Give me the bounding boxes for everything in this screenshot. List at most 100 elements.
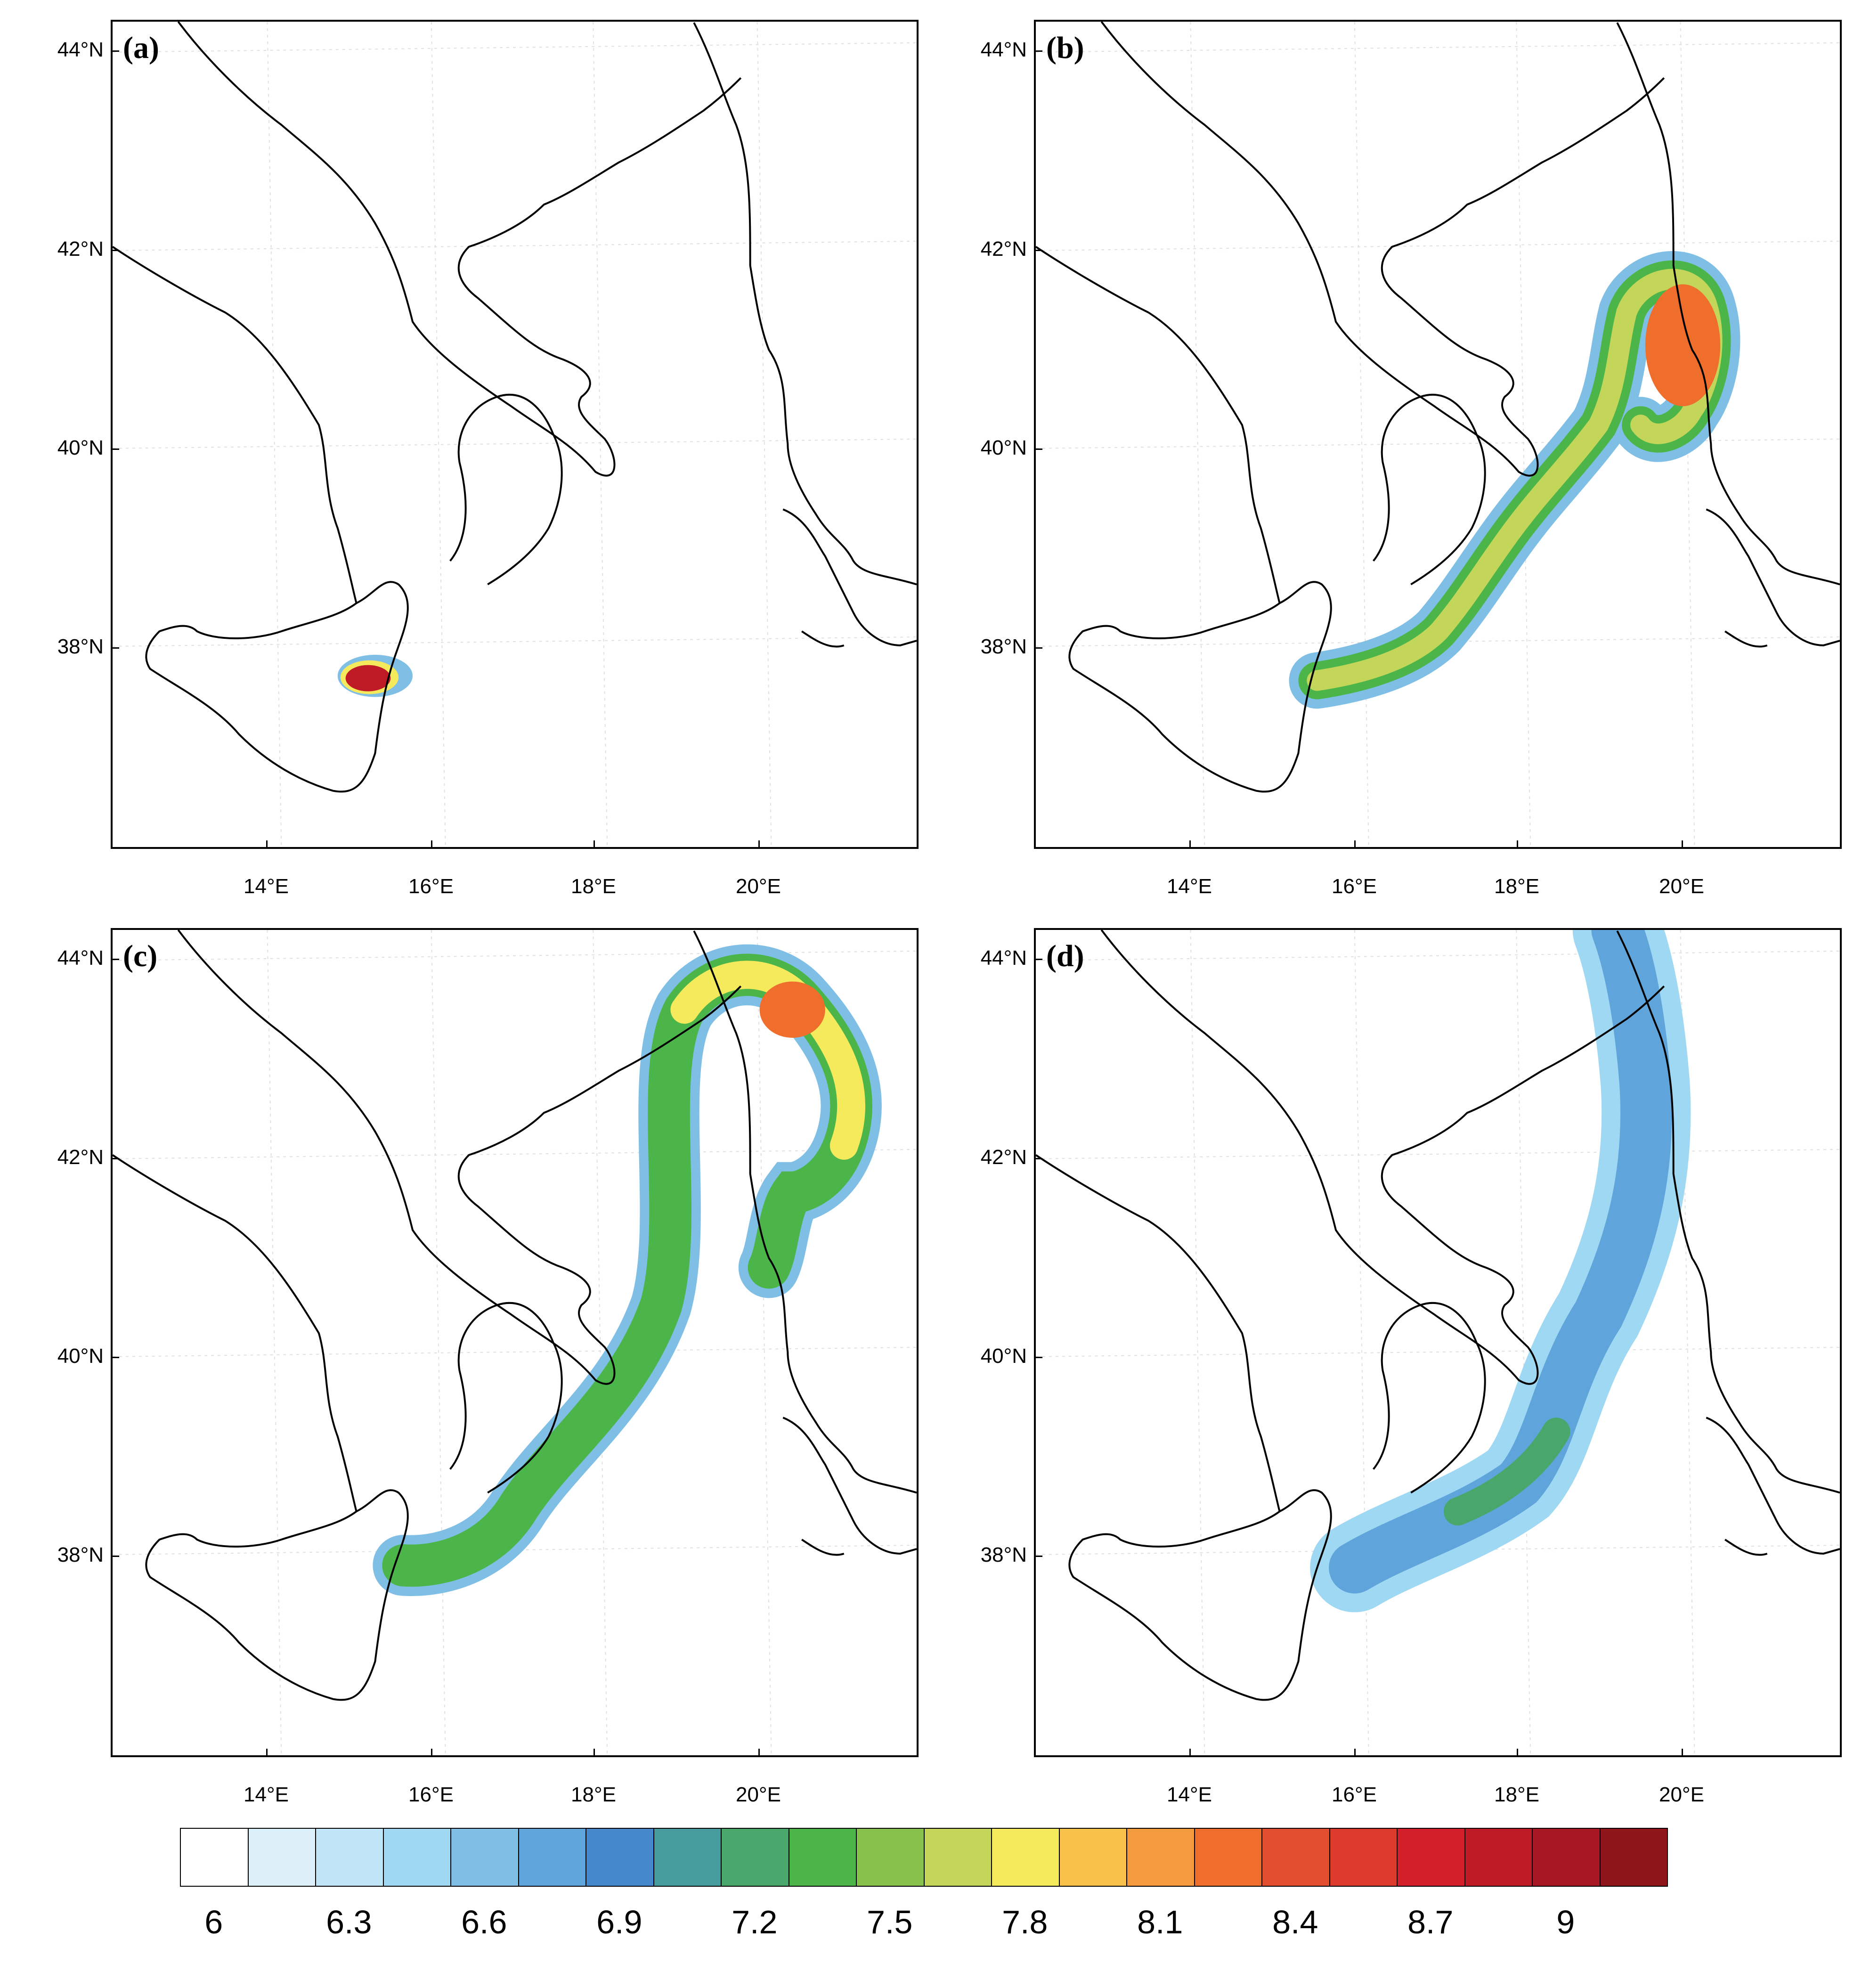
lat-label: 40°N bbox=[980, 436, 1027, 459]
lon-tick bbox=[431, 1749, 432, 1757]
colorbar-label: 8.4 bbox=[1272, 1904, 1318, 1940]
lat-tick bbox=[1034, 1556, 1042, 1557]
lon-tick bbox=[1517, 1749, 1518, 1757]
colorbar-swatch bbox=[1464, 1828, 1533, 1887]
colorbar-swatch bbox=[1532, 1828, 1601, 1887]
lon-tick bbox=[594, 840, 595, 849]
lat-label: 38°N bbox=[57, 1543, 104, 1566]
colorbar-swatch bbox=[721, 1828, 789, 1887]
lat-tick bbox=[111, 50, 119, 52]
colorbar-swatch bbox=[856, 1828, 925, 1887]
colorbar-swatch bbox=[1599, 1828, 1668, 1887]
lat-tick bbox=[1034, 50, 1042, 52]
lat-label: 44°N bbox=[980, 38, 1027, 61]
lat-label: 42°N bbox=[57, 237, 104, 261]
colorbar-swatch bbox=[1058, 1828, 1127, 1887]
lon-tick bbox=[1189, 840, 1191, 849]
lon-tick bbox=[431, 840, 432, 849]
lon-label: 16°E bbox=[408, 1783, 454, 1806]
panel-label: (a) bbox=[123, 31, 159, 65]
colorbar-swatch bbox=[382, 1828, 451, 1887]
coastline bbox=[113, 22, 917, 793]
lat-label: 38°N bbox=[980, 635, 1027, 658]
lon-tick bbox=[1189, 1749, 1191, 1757]
colorbar bbox=[180, 1828, 1668, 1887]
lon-label: 18°E bbox=[571, 875, 616, 898]
plume-inner bbox=[1443, 1418, 1570, 1526]
colorbar-swatch bbox=[788, 1828, 857, 1887]
panel-label: (c) bbox=[123, 939, 158, 973]
lat-tick bbox=[111, 250, 119, 251]
panel-label: (d) bbox=[1046, 939, 1084, 973]
colorbar-swatch bbox=[1261, 1828, 1330, 1887]
lat-tick bbox=[111, 1357, 119, 1358]
lat-tick bbox=[1034, 647, 1042, 649]
colorbar-label: 6 bbox=[204, 1904, 223, 1940]
colorbar-label: 6.9 bbox=[596, 1904, 642, 1940]
lat-tick bbox=[1034, 250, 1042, 251]
lat-label: 44°N bbox=[57, 946, 104, 970]
lon-label: 18°E bbox=[1494, 1783, 1539, 1806]
plume-core bbox=[1645, 284, 1721, 407]
colorbar-swatch bbox=[450, 1828, 519, 1887]
lat-label: 40°N bbox=[57, 436, 104, 459]
lat-tick bbox=[1034, 448, 1042, 450]
lon-label: 14°E bbox=[1167, 1783, 1212, 1806]
lat-tick bbox=[111, 647, 119, 649]
map-frame: (b) bbox=[1034, 20, 1842, 849]
colorbar-swatch bbox=[247, 1828, 316, 1887]
colorbar-label: 8.1 bbox=[1137, 1904, 1183, 1940]
map-frame: (a) bbox=[111, 20, 919, 849]
colorbar-label: 7.5 bbox=[867, 1904, 913, 1940]
lat-label: 42°N bbox=[980, 1146, 1027, 1169]
coastline bbox=[1036, 22, 1840, 793]
lon-tick bbox=[1517, 840, 1518, 849]
colorbar-swatch bbox=[1329, 1828, 1398, 1887]
lat-tick bbox=[111, 1556, 119, 1557]
lat-label: 44°N bbox=[980, 946, 1027, 970]
colorbar-swatch bbox=[1194, 1828, 1262, 1887]
plume-core bbox=[345, 665, 391, 692]
colorbar-label: 7.2 bbox=[732, 1904, 778, 1940]
lat-tick bbox=[111, 1158, 119, 1159]
lon-tick bbox=[758, 840, 760, 849]
colorbar-swatch bbox=[518, 1828, 586, 1887]
lon-tick bbox=[1682, 1749, 1683, 1757]
lat-label: 40°N bbox=[57, 1344, 104, 1368]
colorbar-label: 8.7 bbox=[1407, 1904, 1454, 1940]
lat-label: 44°N bbox=[57, 38, 104, 61]
colorbar-swatch bbox=[991, 1828, 1060, 1887]
lon-label: 16°E bbox=[1332, 1783, 1377, 1806]
lat-tick bbox=[1034, 1357, 1042, 1358]
lon-label: 20°E bbox=[1659, 1783, 1704, 1806]
coastline bbox=[1036, 930, 1840, 1701]
colorbar-swatch bbox=[653, 1828, 722, 1887]
colorbar-label: 6.6 bbox=[461, 1904, 507, 1940]
lat-tick bbox=[111, 448, 119, 450]
lon-tick bbox=[266, 1749, 268, 1757]
lat-label: 42°N bbox=[980, 237, 1027, 261]
map-frame: (c) bbox=[111, 928, 919, 1757]
lon-label: 14°E bbox=[1167, 875, 1212, 898]
lon-label: 16°E bbox=[1332, 875, 1377, 898]
lon-label: 14°E bbox=[244, 1783, 289, 1806]
colorbar-label: 7.8 bbox=[1002, 1904, 1048, 1940]
lon-label: 16°E bbox=[408, 875, 454, 898]
lon-label: 18°E bbox=[1494, 875, 1539, 898]
lon-label: 14°E bbox=[244, 875, 289, 898]
lat-label: 38°N bbox=[57, 635, 104, 658]
lon-label: 20°E bbox=[736, 875, 781, 898]
lon-label: 18°E bbox=[571, 1783, 616, 1806]
lon-label: 20°E bbox=[736, 1783, 781, 1806]
colorbar-swatch bbox=[1126, 1828, 1195, 1887]
colorbar-swatch bbox=[923, 1828, 992, 1887]
plume-mid bbox=[382, 953, 872, 1587]
colorbar-label: 6.3 bbox=[326, 1904, 372, 1940]
panel-label: (b) bbox=[1046, 31, 1084, 65]
lon-tick bbox=[266, 840, 268, 849]
lon-label: 20°E bbox=[1659, 875, 1704, 898]
plume-core bbox=[759, 981, 825, 1038]
lat-label: 38°N bbox=[980, 1543, 1027, 1566]
lat-tick bbox=[1034, 1158, 1042, 1159]
colorbar-label: 9 bbox=[1556, 1904, 1575, 1940]
